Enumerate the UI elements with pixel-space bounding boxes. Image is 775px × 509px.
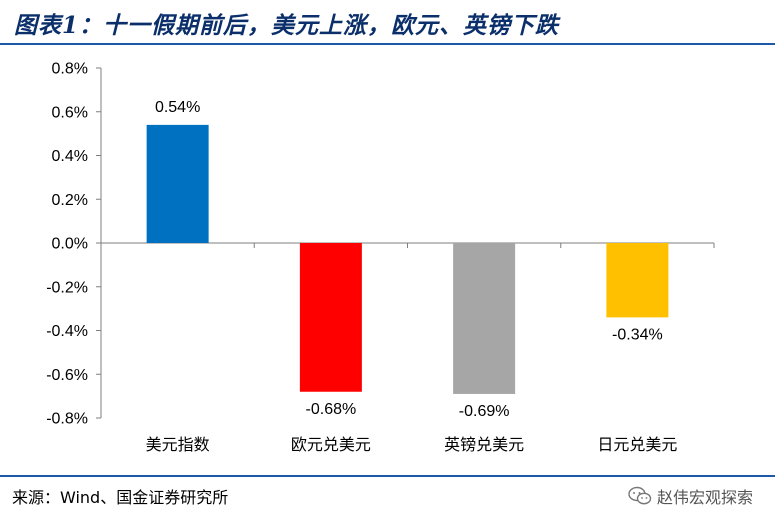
bar bbox=[606, 243, 669, 318]
y-tick-label: 0.4% bbox=[52, 148, 88, 165]
wechat-icon bbox=[628, 486, 652, 505]
watermark-text: 赵伟宏观探索 bbox=[656, 488, 753, 507]
y-tick-label: -0.6% bbox=[46, 367, 88, 384]
title-divider bbox=[0, 43, 775, 45]
bar-chart: 0.8% 0.6% 0.4% 0.2% 0.0% -0.2% -0.4% -0.6% -0.8%… bbox=[46, 61, 715, 454]
bar bbox=[453, 243, 516, 394]
watermark: 赵伟宏观探索 bbox=[628, 484, 753, 508]
y-tick-label: 0.6% bbox=[52, 104, 88, 121]
source-note: 来源：Wind、国金证券研究所 bbox=[12, 488, 229, 507]
chart-title: 图表1：十一假期前后，美元上涨，欧元、英镑下跌 bbox=[14, 12, 560, 39]
y-tick-label: 0.8% bbox=[52, 61, 88, 78]
bar bbox=[146, 124, 209, 243]
y-tick-label: 0.2% bbox=[52, 192, 88, 209]
footer-divider bbox=[0, 475, 775, 477]
x-category-label: 英镑兑美元 bbox=[444, 435, 524, 454]
y-tick-label: 0.0% bbox=[52, 236, 88, 253]
data-label: -0.68% bbox=[306, 401, 357, 418]
x-category-label: 日元兑美元 bbox=[597, 435, 677, 454]
x-category-label: 欧元兑美元 bbox=[291, 435, 371, 454]
data-label: -0.69% bbox=[459, 403, 510, 420]
bar bbox=[299, 243, 362, 392]
y-tick-label: -0.4% bbox=[46, 323, 88, 340]
x-category-label: 美元指数 bbox=[146, 435, 210, 454]
y-tick-label: -0.8% bbox=[46, 411, 88, 428]
data-label: 0.54% bbox=[155, 99, 200, 116]
y-tick-label: -0.2% bbox=[46, 279, 88, 296]
data-label: -0.34% bbox=[612, 326, 663, 343]
